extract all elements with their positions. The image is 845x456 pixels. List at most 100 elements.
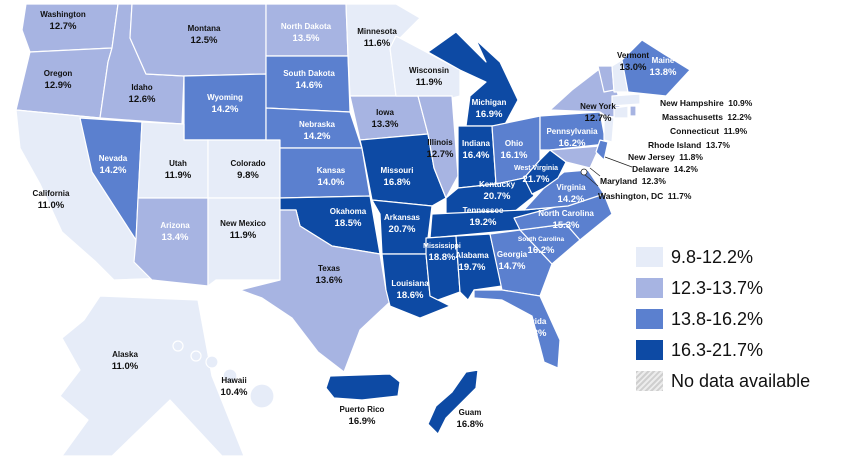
svg-text:Texas: Texas	[318, 264, 341, 273]
svg-text:12.7%: 12.7%	[585, 113, 612, 124]
label-oklahoma: Okahoma 18.5%	[330, 207, 367, 229]
svg-text:Colorado: Colorado	[230, 159, 265, 168]
svg-text:13.3%: 13.3%	[372, 119, 399, 130]
state-new-jersey[interactable]	[603, 115, 615, 143]
svg-text:Idaho: Idaho	[131, 83, 152, 92]
svg-text:North Dakota: North Dakota	[281, 22, 332, 31]
label-north-carolina: North Carolina 15.3%	[538, 209, 594, 231]
label-new-mexico: New Mexico 11.9%	[220, 219, 266, 241]
state-texas[interactable]	[239, 209, 393, 373]
label-puerto-rico: Puerto Rico 16.9%	[340, 405, 385, 427]
legend-label: 12.3-13.7%	[671, 277, 764, 298]
state-massachusetts[interactable]	[611, 93, 641, 107]
svg-text:19.7%: 19.7%	[459, 262, 486, 273]
svg-text:14.0%: 14.0%	[318, 177, 345, 188]
svg-text:14.2%: 14.2%	[212, 104, 239, 115]
svg-text:18.8%: 18.8%	[429, 252, 456, 263]
territory-guam[interactable]	[427, 369, 479, 435]
label-montana: Montana 12.5%	[188, 24, 221, 46]
label-guam: Guam 16.8%	[457, 408, 484, 430]
svg-text:Virginia: Virginia	[556, 183, 586, 192]
label-new-york: New York 12.7%	[580, 102, 616, 124]
svg-text:11.6%: 11.6%	[364, 38, 391, 49]
label-texas: Texas 13.6%	[316, 264, 343, 286]
legend-label: No data available	[671, 370, 811, 391]
state-michigan[interactable]	[427, 31, 519, 127]
svg-text:19.2%: 19.2%	[470, 217, 497, 228]
legend-label: 16.3-21.7%	[671, 339, 764, 360]
svg-text:Nevada: Nevada	[99, 154, 128, 163]
svg-text:18.5%: 18.5%	[335, 218, 362, 229]
state-delaware[interactable]	[595, 139, 609, 161]
label-virginia: Virginia 14.2%	[556, 183, 586, 205]
svg-text:Washington: Washington	[40, 10, 86, 19]
svg-text:16.1%: 16.1%	[501, 150, 528, 161]
state-florida[interactable]	[473, 289, 561, 369]
label-alabama: Alabama 19.7%	[455, 251, 489, 273]
legend-item-range-2: 12.3-13.7%	[636, 277, 810, 299]
state-pennsylvania[interactable]	[539, 111, 607, 151]
state-west-virginia[interactable]	[523, 149, 567, 195]
svg-text:Hawaii: Hawaii	[221, 376, 246, 385]
state-hawaii[interactable]	[172, 340, 275, 409]
svg-text:16.2%: 16.2%	[528, 245, 555, 256]
external-state-labels: New Hampshire 10.9% Massachusetts 12.2% …	[598, 98, 753, 201]
svg-text:21.7%: 21.7%	[523, 174, 550, 185]
svg-text:Louisiana: Louisiana	[391, 279, 429, 288]
svg-text:12.7%: 12.7%	[427, 149, 454, 160]
svg-text:Nebraska: Nebraska	[299, 120, 336, 129]
svg-text:Iowa: Iowa	[376, 108, 394, 117]
svg-text:14.2%: 14.2%	[558, 194, 585, 205]
legend-swatch	[636, 340, 663, 360]
label-alaska: Alaska 11.0%	[112, 350, 139, 372]
ext-label-maryland: Maryland 12.3%	[600, 171, 666, 188]
label-hawaii: Hawaii 10.4%	[221, 376, 248, 398]
svg-text:13.0%: 13.0%	[620, 62, 647, 73]
state-labels: Washington 12.7% Oregon 12.9% California 11…	[33, 10, 677, 430]
svg-text:Illinois: Illinois	[427, 138, 453, 147]
svg-text:Oregon: Oregon	[44, 69, 73, 78]
svg-text:13.6%: 13.6%	[316, 275, 343, 286]
state-iowa[interactable]	[349, 95, 429, 141]
svg-text:Puerto Rico: Puerto Rico	[340, 405, 385, 414]
svg-text:11.9%: 11.9%	[165, 170, 192, 181]
state-connecticut[interactable]	[613, 105, 629, 119]
label-idaho: Idaho 12.6%	[129, 83, 156, 105]
label-pennsylvania: Pennsylvania 16.2%	[546, 127, 598, 149]
label-kansas: Kansas 14.0%	[317, 166, 346, 188]
state-maine[interactable]	[621, 39, 691, 97]
svg-text:Guam: Guam	[459, 408, 482, 417]
svg-text:20.7%: 20.7%	[484, 191, 511, 202]
svg-text:South Carolina: South Carolina	[518, 236, 565, 243]
svg-text:12.7%: 12.7%	[50, 21, 77, 32]
label-illinois: Illinois 12.7%	[427, 138, 454, 160]
state-alaska[interactable]	[59, 295, 245, 456]
svg-text:Florida: Florida	[520, 317, 547, 326]
label-michigan: Michigan 16.9%	[472, 98, 507, 120]
label-wyoming: Wyoming 14.2%	[207, 93, 243, 115]
state-colorado[interactable]	[207, 139, 281, 199]
label-maine: Maine 13.8%	[650, 56, 677, 78]
svg-text:15.3%: 15.3%	[520, 328, 547, 339]
territory-puerto-rico[interactable]	[325, 373, 401, 401]
svg-text:16.9%: 16.9%	[349, 416, 376, 427]
svg-text:Montana: Montana	[188, 24, 221, 33]
svg-text:Arkansas: Arkansas	[384, 213, 421, 222]
svg-text:Missouri: Missouri	[381, 166, 414, 175]
svg-text:Ohio: Ohio	[505, 139, 523, 148]
svg-text:Wisconsin: Wisconsin	[409, 66, 449, 75]
svg-text:12.6%: 12.6%	[129, 94, 156, 105]
svg-text:Wyoming: Wyoming	[207, 93, 243, 102]
label-ohio: Ohio 16.1%	[501, 139, 528, 161]
state-rhode-island[interactable]	[629, 105, 637, 117]
svg-text:North Carolina: North Carolina	[538, 209, 594, 218]
label-mississippi: Mississippi 18.8%	[423, 243, 461, 263]
legend-item-range-3: 13.8-16.2%	[636, 308, 810, 330]
svg-text:13.5%: 13.5%	[293, 33, 320, 44]
svg-text:Maine: Maine	[652, 56, 675, 65]
svg-text:16.8%: 16.8%	[384, 177, 411, 188]
state-georgia[interactable]	[489, 229, 553, 297]
svg-text:11.9%: 11.9%	[416, 77, 443, 88]
state-new-mexico[interactable]	[207, 197, 281, 287]
